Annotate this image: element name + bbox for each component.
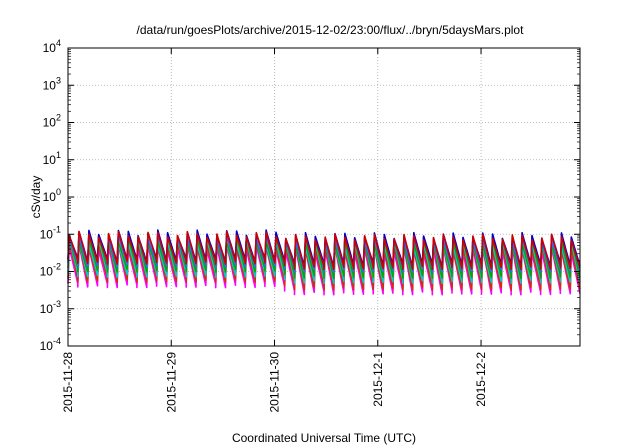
y-tick-label: 100 — [43, 187, 61, 204]
y-tick-label: 10-1 — [40, 224, 61, 241]
x-tick-label: 2015-11-29 — [164, 352, 178, 413]
y-tick-label: 10-4 — [40, 336, 61, 353]
series-line — [67, 230, 581, 271]
x-tick-label: 2015-11-28 — [61, 352, 75, 413]
y-axis-ticks: 10-4 10-3 10-2 10-1 100 101 102 103 104 — [40, 38, 580, 353]
chart-title: /data/run/goesPlots/archive/2015-12-02/2… — [137, 23, 525, 37]
x-tick-label: 2015-12-1 — [371, 352, 385, 407]
y-tick-label: 102 — [43, 113, 61, 130]
y-tick-label: 104 — [43, 38, 61, 55]
x-tick-label: 2015-12-2 — [474, 352, 488, 407]
y-tick-label: 10-3 — [40, 299, 61, 316]
grid — [68, 48, 580, 346]
x-axis-label: Coordinated Universal Time (UTC) — [232, 431, 416, 445]
series-group — [67, 229, 581, 296]
y-tick-label: 103 — [43, 75, 61, 92]
series-line — [67, 240, 581, 291]
y-axis-label: cSv/day — [29, 176, 43, 219]
series-line — [67, 237, 581, 284]
y-tick-label: 10-2 — [40, 262, 61, 279]
x-axis-ticks: 2015-11-28 2015-11-29 2015-11-30 2015-12-1 2… — [61, 48, 488, 413]
x-tick-label: 2015-11-30 — [268, 352, 282, 413]
y-tick-label: 101 — [43, 150, 61, 167]
